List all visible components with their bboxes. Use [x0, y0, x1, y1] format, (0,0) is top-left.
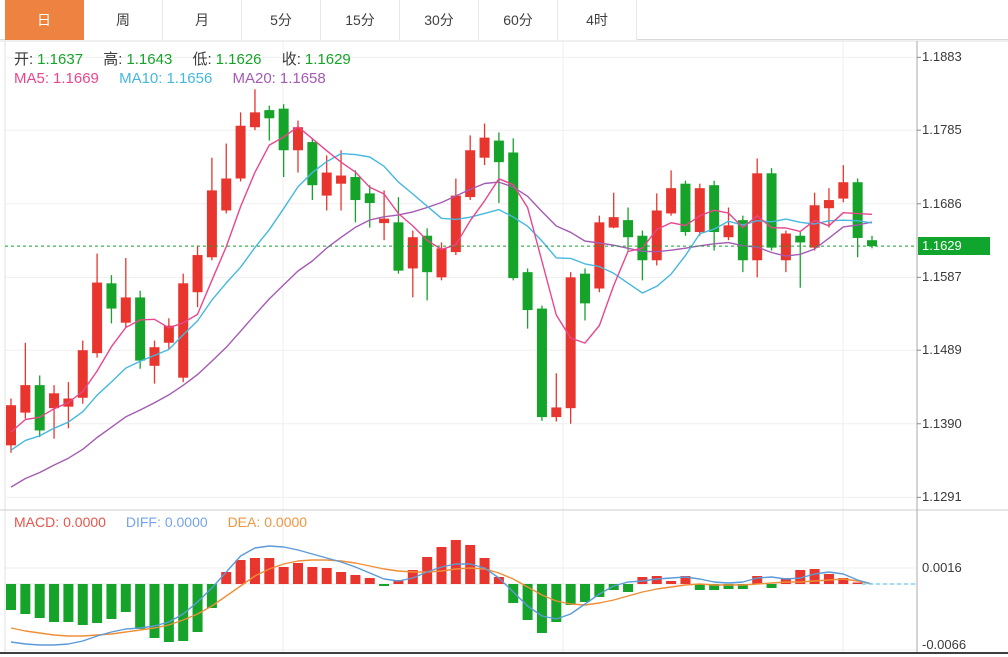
tab-60min[interactable]: 60分 — [479, 0, 558, 40]
low-label: 低: — [192, 51, 212, 68]
macd-axis-label: -0.0066 — [922, 637, 967, 652]
ma10-label: MA10: — [119, 70, 163, 87]
open-value: 1.1637 — [37, 51, 84, 68]
price-axis-label: 1.1686 — [922, 195, 962, 211]
close-label: 收: — [281, 51, 301, 68]
tab-month[interactable]: 月 — [163, 0, 242, 40]
dea-label: DEA: — [227, 514, 261, 530]
tab-15min[interactable]: 15分 — [321, 0, 400, 40]
price-axis-label: 1.1291 — [922, 489, 962, 505]
macd-axis-label: 0.0016 — [922, 560, 962, 575]
close-value: 1.1629 — [304, 51, 351, 68]
macd-value: 0.0000 — [63, 514, 106, 530]
ma5-label: MA5: — [14, 70, 50, 87]
high-label: 高: — [103, 51, 123, 68]
timeframe-tabbar: 日周月 5分 15分 30分 60分 4时 — [0, 0, 1008, 40]
macd-legend: MACD: 0.0000 DIFF: 0.0000 DEA: 0.0000 — [14, 514, 323, 530]
price-axis-label: 1.1785 — [922, 122, 962, 138]
price-axis-label: 1.1587 — [922, 269, 962, 285]
open-label: 开: — [14, 51, 34, 68]
tab-4hour[interactable]: 4时 — [558, 0, 637, 40]
diff-value: 0.0000 — [164, 514, 208, 530]
diff-label: DIFF: — [125, 514, 161, 530]
macd-label: MACD: — [14, 514, 60, 530]
price-axis-label: 1.1883 — [922, 49, 962, 65]
low-value: 1.1626 — [215, 51, 262, 68]
tab-week[interactable]: 周 — [84, 0, 163, 40]
ma20-value: 1.1658 — [279, 70, 326, 87]
price-axis-label: 1.1489 — [922, 342, 962, 358]
dea-value: 0.0000 — [264, 514, 308, 530]
tab-day[interactable]: 日 — [5, 0, 84, 40]
price-axis-label: 1.1390 — [922, 415, 962, 431]
ohlc-legend: 开: 1.1637 高: 1.1643 低: 1.1626 收: 1.1629 — [14, 48, 367, 69]
ma5-value: 1.1669 — [53, 70, 99, 87]
ma-legend: MA5: 1.1669 MA10: 1.1656 MA20: 1.1658 — [14, 70, 342, 87]
tab-30min[interactable]: 30分 — [400, 0, 479, 40]
ma20-label: MA20: — [232, 70, 276, 87]
tab-5min[interactable]: 5分 — [242, 0, 321, 40]
ma10-value: 1.1656 — [166, 70, 213, 87]
current-price-badge: 1.1629 — [918, 237, 990, 256]
high-value: 1.1643 — [126, 51, 173, 68]
